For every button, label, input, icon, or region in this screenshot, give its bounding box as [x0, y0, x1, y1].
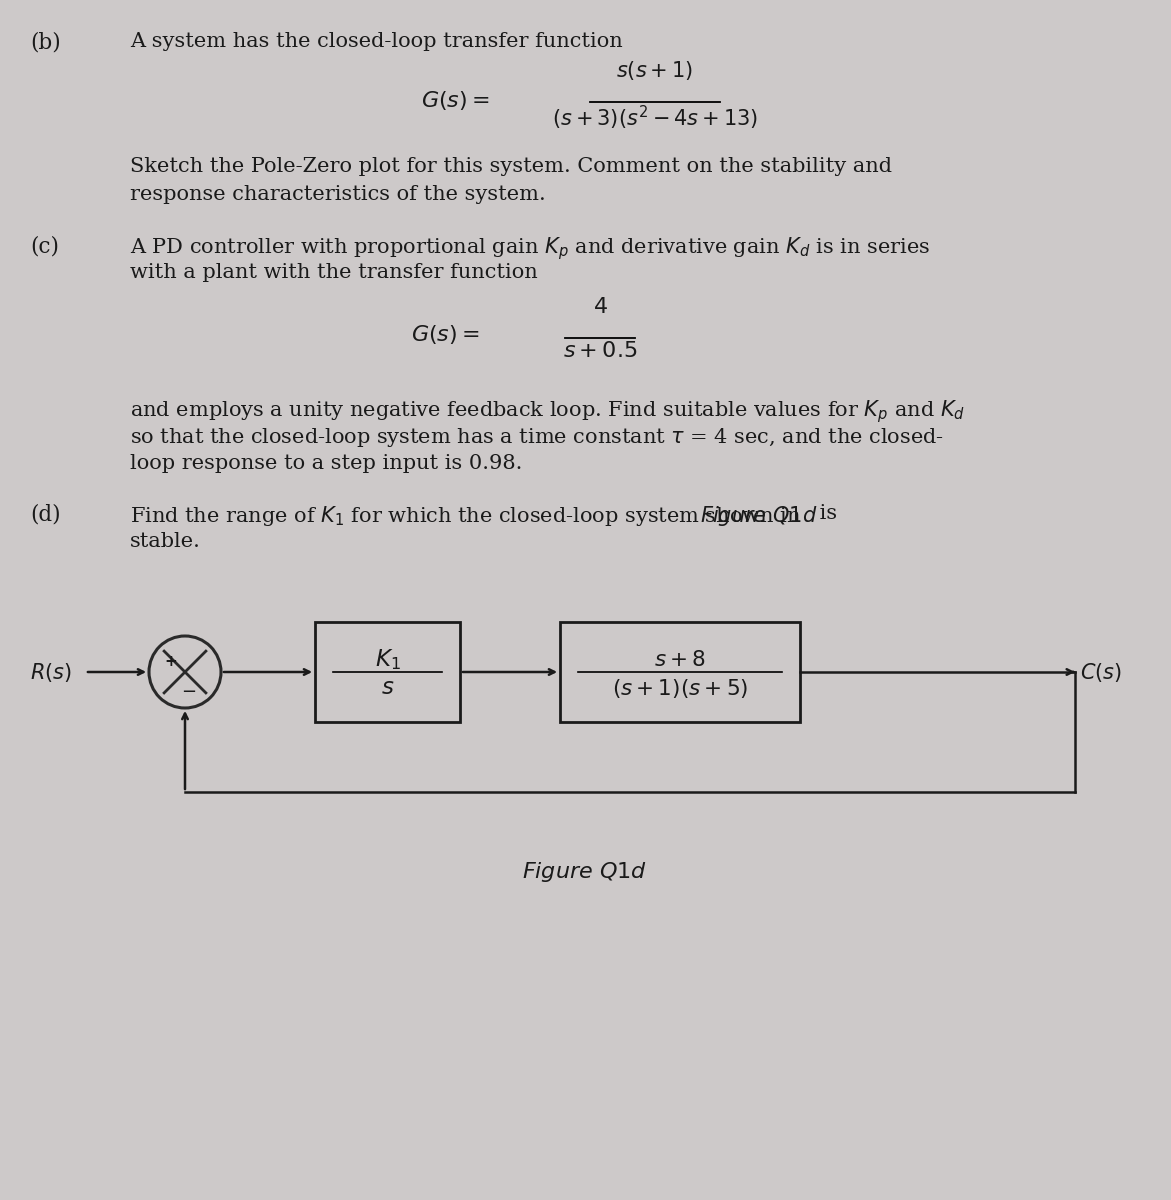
Text: +: +: [165, 654, 177, 670]
Text: and employs a unity negative feedback loop. Find suitable values for $K_p$ and $: and employs a unity negative feedback lo…: [130, 398, 965, 425]
Text: $G(s) =$: $G(s) =$: [422, 89, 489, 112]
Bar: [560, 622, 800, 722]
Text: so that the closed-loop system has a time constant $\tau$ = 4 sec, and the close: so that the closed-loop system has a tim…: [130, 426, 944, 449]
Bar: [315, 622, 460, 722]
Text: Sketch the Pole-Zero plot for this system. Comment on the stability and: Sketch the Pole-Zero plot for this syste…: [130, 157, 892, 176]
Text: stable.: stable.: [130, 532, 201, 551]
Text: $\it{Figure\ Q1d}$: $\it{Figure\ Q1d}$: [522, 860, 648, 884]
Text: (c): (c): [30, 235, 59, 257]
Text: A system has the closed-loop transfer function: A system has the closed-loop transfer fu…: [130, 32, 623, 50]
Text: $R(s)$: $R(s)$: [30, 660, 71, 684]
Text: $C(s)$: $C(s)$: [1080, 660, 1122, 684]
Text: $-$: $-$: [182, 680, 197, 698]
Text: $s + 0.5$: $s + 0.5$: [563, 340, 637, 362]
Text: is: is: [813, 504, 837, 523]
Text: $s + 8$: $s + 8$: [655, 649, 706, 671]
Text: $s$: $s$: [381, 677, 395, 698]
Text: (b): (b): [30, 32, 61, 54]
Text: $(s + 3)(s^2 - 4s + 13)$: $(s + 3)(s^2 - 4s + 13)$: [552, 104, 758, 132]
Text: $G(s) =$: $G(s) =$: [411, 323, 480, 346]
Text: A PD controller with proportional gain $K_p$ and derivative gain $K_d$ is in ser: A PD controller with proportional gain $…: [130, 235, 930, 262]
Text: with a plant with the transfer function: with a plant with the transfer function: [130, 263, 537, 282]
Text: loop response to a step input is 0.98.: loop response to a step input is 0.98.: [130, 454, 522, 473]
Text: $\bf{\it{Figure\ Q1d}}$: $\bf{\it{Figure\ Q1d}}$: [700, 504, 817, 528]
Text: $s(s + 1)$: $s(s + 1)$: [616, 59, 693, 82]
Text: $(s + 1)(s + 5)$: $(s + 1)(s + 5)$: [612, 677, 748, 700]
Text: Find the range of $K_1$ for which the closed-loop system shown in: Find the range of $K_1$ for which the cl…: [130, 504, 802, 528]
Text: $4$: $4$: [593, 296, 608, 318]
Text: $K_1$: $K_1$: [375, 648, 400, 672]
Text: response characteristics of the system.: response characteristics of the system.: [130, 185, 546, 204]
Text: (d): (d): [30, 504, 61, 526]
